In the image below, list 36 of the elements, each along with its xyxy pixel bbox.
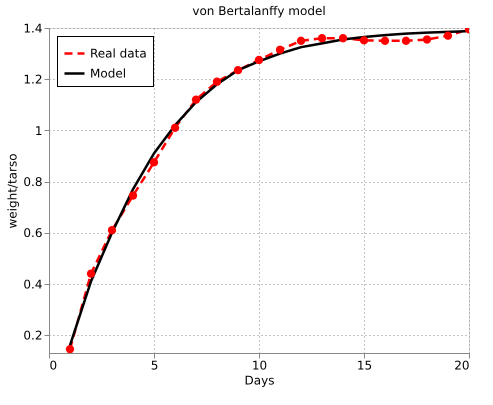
y-axis-title: weight/tarso bbox=[5, 153, 20, 229]
point bbox=[276, 46, 284, 54]
point bbox=[170, 124, 180, 132]
point bbox=[108, 226, 116, 234]
y-tick-label: 1.2 bbox=[23, 72, 42, 87]
y-tick-label: 0.4 bbox=[23, 277, 42, 292]
point bbox=[254, 56, 264, 64]
x-axis-title: Days bbox=[244, 374, 274, 388]
point bbox=[360, 36, 368, 44]
point bbox=[296, 36, 306, 45]
point bbox=[128, 191, 138, 200]
point bbox=[86, 269, 96, 278]
x-tick-label: 5 bbox=[150, 358, 158, 372]
point bbox=[338, 34, 348, 42]
point bbox=[422, 35, 432, 44]
y-tick-label: 0.2 bbox=[23, 328, 42, 343]
point bbox=[212, 78, 222, 86]
point bbox=[234, 66, 242, 74]
chart-title: von Bertalanffy model bbox=[192, 4, 326, 18]
point bbox=[402, 36, 410, 45]
x-tick-label: 15 bbox=[356, 358, 372, 372]
legend-label: Real data bbox=[90, 46, 147, 60]
point bbox=[192, 95, 200, 104]
point bbox=[150, 158, 158, 167]
x-tick-label: 10 bbox=[252, 358, 268, 372]
x-tick-label: 20 bbox=[454, 358, 470, 372]
x-tick-label: 0 bbox=[50, 358, 58, 372]
point bbox=[444, 32, 452, 40]
y-tick-label: 0.8 bbox=[23, 175, 42, 190]
legend-label: Model bbox=[90, 66, 126, 80]
point bbox=[380, 36, 390, 45]
point bbox=[318, 34, 326, 42]
y-tick-label: 1.4 bbox=[23, 22, 42, 36]
point bbox=[66, 344, 74, 353]
y-tick-label: 1 bbox=[34, 124, 42, 138]
y-tick-label: 0.6 bbox=[23, 226, 42, 240]
